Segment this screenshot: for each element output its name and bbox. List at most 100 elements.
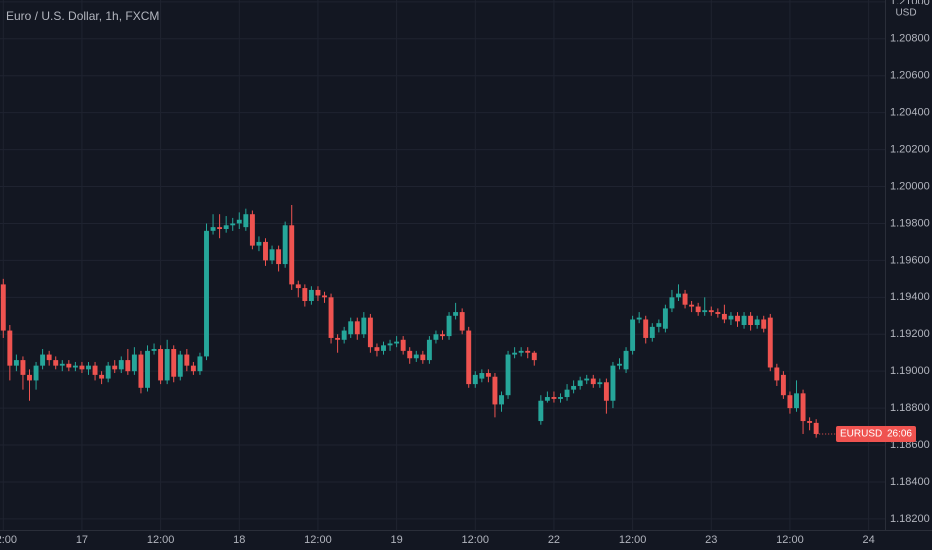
candle-body — [164, 349, 170, 381]
candle-body — [105, 365, 111, 379]
candle-body — [767, 317, 773, 368]
y-tick-label: 1.19800 — [890, 217, 930, 229]
candle-body — [715, 312, 721, 314]
candle-body — [269, 249, 275, 261]
candle-body — [774, 367, 780, 381]
candle-body — [807, 421, 813, 423]
candle-body — [171, 349, 177, 377]
candle-body — [361, 317, 367, 335]
x-tick-label: 23 — [705, 534, 717, 546]
candle-body — [276, 249, 282, 265]
candle-body — [400, 339, 406, 351]
candle-body — [394, 341, 400, 344]
x-tick-label: 17 — [76, 534, 88, 546]
candle-body — [440, 334, 445, 337]
candle-body — [649, 326, 655, 338]
candle-body — [348, 321, 354, 335]
candle-body — [505, 354, 511, 396]
candle-body — [354, 321, 360, 335]
candle-body — [217, 227, 223, 229]
candle-body — [27, 374, 32, 381]
candle-body — [728, 315, 734, 320]
chart-title: Euro / U.S. Dollar, 1h, FXCM — [6, 9, 159, 23]
candle-body — [610, 365, 616, 401]
candle-body — [453, 312, 459, 316]
candle-body — [125, 360, 131, 372]
candle-body — [20, 360, 26, 375]
candle-body — [387, 343, 393, 346]
candle-body — [787, 395, 793, 409]
unit-backdrop — [888, 4, 922, 22]
y-tick-label: 1.19400 — [890, 291, 930, 303]
candle-body — [72, 365, 78, 368]
y-tick-label: 1.21000 — [890, 0, 930, 8]
candle-body — [177, 354, 183, 377]
badge-symbol: EURUSD — [840, 429, 882, 440]
candle-body — [741, 315, 747, 326]
x-tick-label: 24 — [862, 534, 874, 546]
y-axis-label: USD — [895, 8, 916, 19]
x-tick-label: 12:00 — [0, 534, 17, 546]
candle-body — [689, 304, 695, 307]
candle-body — [551, 397, 557, 399]
candle-body — [518, 350, 524, 353]
candle-body — [630, 319, 636, 351]
candle-body — [7, 330, 13, 366]
candle-body — [407, 350, 413, 359]
candle-body — [544, 397, 550, 401]
candle-body — [197, 356, 203, 372]
candle-body — [662, 308, 668, 329]
candle-body — [584, 378, 590, 381]
candle-body — [479, 373, 485, 379]
candle-body — [249, 214, 255, 246]
candle-body — [315, 289, 321, 296]
candle-body — [446, 315, 452, 337]
candle-body — [590, 378, 596, 385]
candle-body — [597, 382, 603, 385]
candle-body — [112, 365, 118, 370]
candle-body — [721, 313, 727, 320]
x-tick-label: 19 — [390, 534, 402, 546]
candle-body — [210, 227, 216, 231]
candle-body — [367, 317, 373, 348]
candle-body — [92, 365, 98, 375]
candle-body — [577, 380, 583, 386]
candle-body — [466, 330, 472, 385]
candle-body — [256, 241, 262, 246]
x-tick-label: 12:00 — [462, 534, 490, 546]
candle-body — [46, 354, 52, 361]
candle-body — [420, 354, 426, 361]
candle-body — [335, 337, 341, 340]
candle-body — [564, 389, 570, 398]
candle-body — [131, 354, 137, 372]
candle-body — [800, 393, 806, 422]
y-tick-label: 1.19200 — [890, 328, 930, 340]
y-tick-label: 1.20000 — [890, 180, 930, 192]
y-tick-label: 1.18800 — [890, 402, 930, 414]
candle-body — [53, 360, 59, 366]
y-tick-label: 1.20200 — [890, 143, 930, 155]
candle-body — [59, 363, 65, 366]
candle-body — [118, 360, 124, 370]
x-tick-label: 12:00 — [776, 534, 804, 546]
candles — [0, 204, 885, 438]
candle-body — [702, 310, 708, 313]
candle-body — [499, 395, 504, 405]
candle-body — [695, 306, 701, 313]
x-tick-label: 12:00 — [304, 534, 332, 546]
y-tick-label: 1.19600 — [890, 254, 930, 266]
candle-body — [571, 385, 577, 390]
candle-body — [643, 319, 649, 338]
candle-body — [40, 354, 46, 366]
candle-body — [151, 349, 157, 351]
candle-body — [282, 225, 288, 265]
y-tick-label: 1.19000 — [890, 365, 930, 377]
candle-body — [603, 382, 609, 401]
y-tick-label: 1.18200 — [890, 513, 930, 525]
candle-body — [617, 363, 622, 366]
candle-body — [33, 365, 39, 381]
candle-body — [682, 293, 688, 305]
